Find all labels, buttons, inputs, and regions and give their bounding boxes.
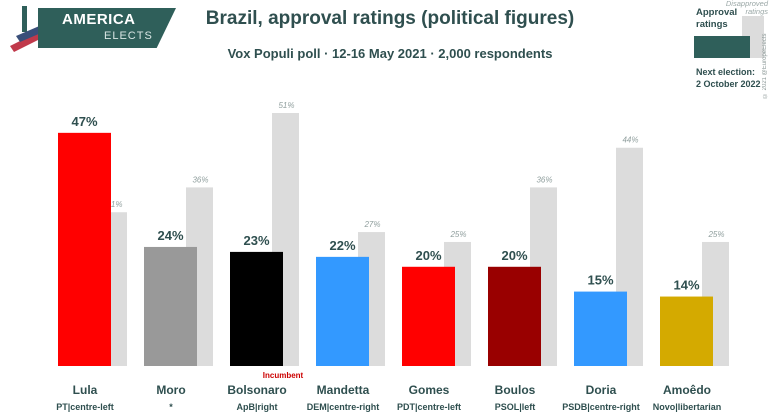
- candidate-party-amoedo: Novo|libertarian: [653, 402, 722, 412]
- chart-subtitle: Vox Populi poll · 12-16 May 2021 · 2,000…: [227, 46, 553, 61]
- approval-bar-mandetta: [316, 256, 369, 366]
- disapproval-value-gomes: 25%: [449, 230, 466, 239]
- candidate-name-bolsonaro: Bolsonaro: [227, 383, 286, 397]
- next-election-date: 2 October 2022: [696, 79, 761, 89]
- logo-text-america: AMERICA: [62, 11, 136, 28]
- candidate-name-amoedo: Amoêdo: [663, 383, 711, 397]
- approval-value-gomes: 20%: [415, 248, 441, 263]
- candidate-party-gomes: PDT|centre-left: [397, 402, 461, 412]
- candidate-party-boulos: PSOL|left: [495, 402, 536, 412]
- approval-bar-amoedo: [660, 296, 713, 366]
- approval-value-amoedo: 14%: [673, 278, 699, 293]
- approval-bar-gomes: [402, 266, 455, 366]
- approval-value-lula: 47%: [71, 114, 97, 129]
- approval-value-mandetta: 22%: [329, 238, 355, 253]
- approval-bar-moro: [144, 246, 197, 366]
- approval-value-bolsonaro: 23%: [243, 233, 269, 248]
- approval-bar-bolsonaro: [230, 251, 283, 366]
- candidate-name-doria: Doria: [586, 383, 617, 397]
- candidate-party-moro: *: [169, 402, 173, 412]
- approval-bar-lula: [58, 132, 111, 366]
- candidate-name-gomes: Gomes: [409, 383, 450, 397]
- candidate-party-doria: PSDB|centre-right: [562, 402, 640, 412]
- disapproval-value-moro: 36%: [192, 175, 208, 184]
- approval-value-moro: 24%: [157, 228, 183, 243]
- approval-bar-boulos: [488, 266, 541, 366]
- chart-title: Brazil, approval ratings (political figu…: [205, 8, 575, 29]
- disapproval-value-boulos: 36%: [536, 175, 552, 184]
- legend-approval-swatch: [694, 36, 750, 58]
- logo-banner: [38, 8, 176, 48]
- candidate-party-lula: PT|centre-left: [56, 402, 114, 412]
- disapproval-value-doria: 44%: [622, 136, 638, 145]
- next-election-label: Next election:: [696, 67, 756, 77]
- annotation-incumbent: Incumbent: [263, 371, 304, 380]
- approval-bar-doria: [574, 291, 627, 366]
- candidate-name-mandetta: Mandetta: [317, 383, 370, 397]
- legend-disapproved-label: Disapproved ratings: [725, 0, 768, 16]
- legend: Disapproved ratings Approval ratings Nex…: [692, 0, 780, 100]
- candidate-name-lula: Lula: [73, 383, 98, 397]
- approval-value-boulos: 20%: [501, 248, 527, 263]
- candidate-party-bolsonaro: ApB|right: [236, 402, 277, 412]
- approval-value-doria: 15%: [587, 273, 613, 288]
- disapproval-value-mandetta: 27%: [363, 220, 380, 229]
- disapproval-value-lula: 31%: [106, 200, 122, 209]
- logo-text-elects: ELECTS: [104, 30, 153, 42]
- disapproval-value-amoedo: 25%: [707, 230, 724, 239]
- candidate-party-mandetta: DEM|centre-right: [307, 402, 380, 412]
- legend-approval-label: Approval ratings: [696, 7, 738, 30]
- next-election-info: Next election: 2 October 2022: [696, 66, 776, 90]
- america-elects-logo: AMERICA ELECTS: [8, 6, 176, 54]
- candidate-name-moro: Moro: [156, 383, 185, 397]
- disapproval-value-bolsonaro: 51%: [278, 101, 294, 110]
- candidate-name-boulos: Boulos: [495, 383, 536, 397]
